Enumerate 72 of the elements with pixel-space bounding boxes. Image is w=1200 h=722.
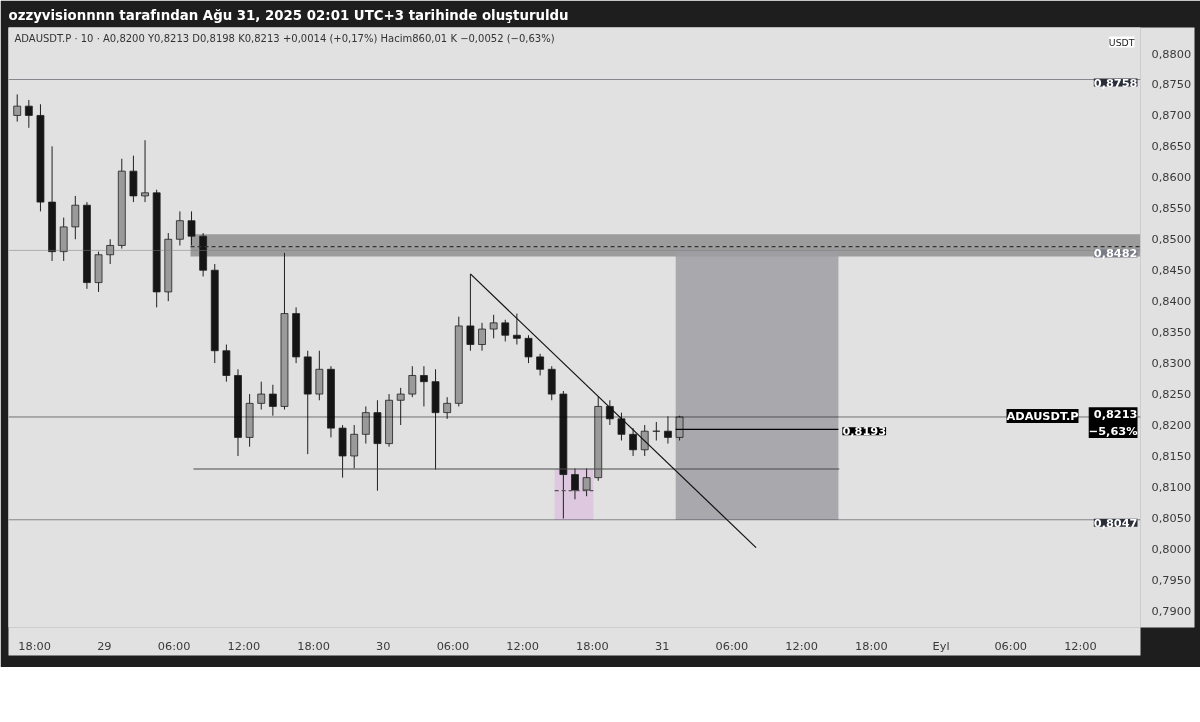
candlestick (408, 365, 417, 398)
x-tick-label: 18:00 (18, 638, 51, 653)
y-tick-label: 0,8500 (1151, 232, 1192, 247)
y-tick-label: 0,8700 (1151, 108, 1192, 123)
y-tick-label: 0,8200 (1151, 418, 1192, 433)
annotation: USDT (1108, 36, 1135, 48)
x-tick-label: 12:00 (227, 638, 261, 653)
candlestick (571, 467, 579, 500)
candlestick (536, 353, 545, 376)
candlestick (187, 210, 196, 246)
ref-line-label: 0,8047 (1093, 515, 1138, 530)
candlestick (664, 415, 672, 445)
y-tick-label: 0,8150 (1151, 448, 1192, 463)
candlestick (350, 424, 359, 469)
x-tick-label: 12:00 (785, 638, 818, 653)
candlestick (617, 412, 626, 441)
candlestick (176, 210, 184, 246)
candlestick (71, 195, 80, 240)
x-tick-label: 06:00 (994, 638, 1028, 653)
candlestick (106, 238, 115, 265)
annotation: ADAUSDT.P (1006, 408, 1079, 423)
y-tick-label: 0,8250 (1151, 387, 1192, 402)
x-tick-label: 12:00 (1064, 638, 1097, 653)
y-tick-label: 0,8550 (1151, 201, 1192, 216)
candlestick (420, 365, 428, 407)
ref-line-label: 0,8758 (1093, 75, 1138, 90)
ref-line-label: 0,8482 (1093, 246, 1138, 261)
candlestick (268, 384, 277, 417)
x-tick-label: 18:00 (297, 638, 330, 653)
y-tick-label: 0,7950 (1151, 572, 1192, 587)
candlestick (524, 334, 533, 364)
x-tick-label: Eyl (932, 638, 950, 653)
candlestick (605, 399, 614, 426)
y-tick-label: 0,8750 (1151, 77, 1192, 92)
x-tick-label: 18:00 (854, 638, 888, 653)
candlestick (489, 314, 498, 339)
candlestick (396, 387, 405, 426)
y-tick-label: 0,8800 (1151, 46, 1192, 61)
y-tick-label: 0,8600 (1151, 170, 1192, 185)
x-tick-label: 06:00 (436, 638, 470, 653)
y-tick-label: 0,8050 (1151, 510, 1192, 525)
candlestick (629, 427, 637, 457)
y-tick-label: 0,8100 (1151, 479, 1192, 494)
candlestick (13, 93, 22, 123)
candlestick (501, 319, 510, 342)
chart-title: ozzyvisionnnn tarafından Ağu 31, 2025 02:01 UTC+3 tarihinde oluşturuldu (8, 7, 569, 23)
y-tick-label: 0,8450 (1151, 263, 1192, 278)
y-tick-label: 0,8300 (1151, 356, 1192, 371)
y-tick-label: 0,7900 (1151, 603, 1192, 618)
candlestick (141, 139, 149, 203)
x-tick-label: 06:00 (715, 638, 749, 653)
candlestick (513, 313, 521, 346)
x-tick-label: 31 (654, 638, 670, 653)
candlestick (640, 424, 649, 457)
candlestick (361, 405, 370, 445)
ref-line-label: 0,8213 −5,63% (1088, 407, 1138, 438)
x-tick-label: 29 (97, 638, 112, 653)
text: ADAUSDT.P · 10 · A0,8200 Y0,8213 D0,8198 K0,8213 +0,0014 (+0,17%) Hacim860,01 K −0,0052 (−0,63%) (14, 32, 555, 44)
y-tick-label: 0,8400 (1151, 294, 1192, 309)
candlestick (257, 381, 266, 411)
y-tick-label: 0,8650 (1151, 139, 1192, 154)
candlestick (24, 99, 33, 129)
x-tick-label: 30 (376, 638, 391, 653)
x-tick-label: 18:00 (576, 638, 609, 653)
candlestick (443, 396, 452, 420)
y-tick-label: 0,8350 (1151, 325, 1192, 340)
data-label: 0,8193 (842, 424, 887, 439)
y-tick-label: 0,8000 (1151, 541, 1192, 556)
x-tick-label: 12:00 (506, 638, 540, 653)
candlestick (582, 467, 591, 497)
x-tick-label: 06:00 (157, 638, 191, 653)
candlestick (478, 322, 486, 352)
